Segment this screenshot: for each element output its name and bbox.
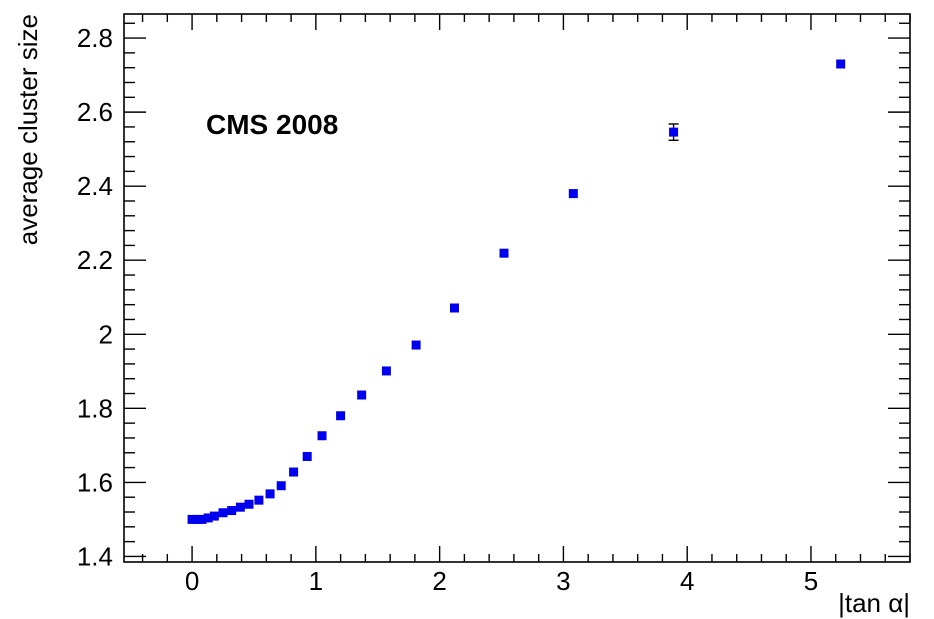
data-point — [254, 495, 264, 505]
data-point — [568, 189, 578, 199]
y-tick-label: 2.4 — [77, 171, 113, 201]
y-tick-label: 1.6 — [77, 467, 113, 497]
data-point — [317, 431, 327, 441]
x-axis-ticks — [141, 14, 911, 562]
data-points — [187, 59, 846, 524]
y-tick-label: 2.2 — [77, 245, 113, 275]
data-point — [336, 411, 346, 421]
y-tick-label: 1.4 — [77, 541, 113, 571]
x-axis-title: |tan α| — [838, 588, 910, 618]
y-tick-label: 1.8 — [77, 393, 113, 423]
y-axis-ticks — [124, 22, 910, 558]
x-tick-label: 4 — [680, 566, 694, 596]
y-axis-title: average cluster size — [13, 14, 43, 245]
y-tick-label: 2.8 — [77, 23, 113, 53]
annotation-label: CMS 2008 — [206, 109, 338, 140]
x-tick-label: 1 — [309, 566, 323, 596]
data-point — [203, 513, 213, 523]
data-point — [197, 514, 207, 524]
data-point — [499, 248, 509, 258]
data-point — [381, 366, 391, 376]
y-tick-label: 2.6 — [77, 97, 113, 127]
data-point — [669, 127, 679, 137]
x-tick-label: 0 — [185, 566, 199, 596]
x-tick-label: 3 — [556, 566, 570, 596]
data-point — [265, 489, 275, 499]
data-point — [192, 514, 202, 524]
data-point — [187, 514, 197, 524]
data-point — [227, 506, 237, 516]
data-point — [302, 451, 312, 461]
data-point — [209, 511, 219, 521]
plot-frame — [123, 13, 911, 563]
data-point — [276, 481, 286, 491]
data-point — [235, 502, 245, 512]
x-tick-label: 2 — [432, 566, 446, 596]
data-point — [289, 467, 299, 477]
y-tick-label: 2 — [99, 319, 113, 349]
data-point — [357, 390, 367, 400]
x-axis-tick-labels: 0 1 2 3 4 5 — [185, 566, 818, 596]
data-point — [449, 303, 459, 313]
data-point — [411, 340, 421, 350]
data-point — [218, 508, 228, 518]
data-point — [836, 59, 846, 69]
y-axis-tick-labels: 1.4 1.6 1.8 2 2.2 2.4 2.6 2.8 — [77, 23, 113, 571]
x-tick-label: 5 — [804, 566, 818, 596]
data-point — [244, 499, 254, 509]
